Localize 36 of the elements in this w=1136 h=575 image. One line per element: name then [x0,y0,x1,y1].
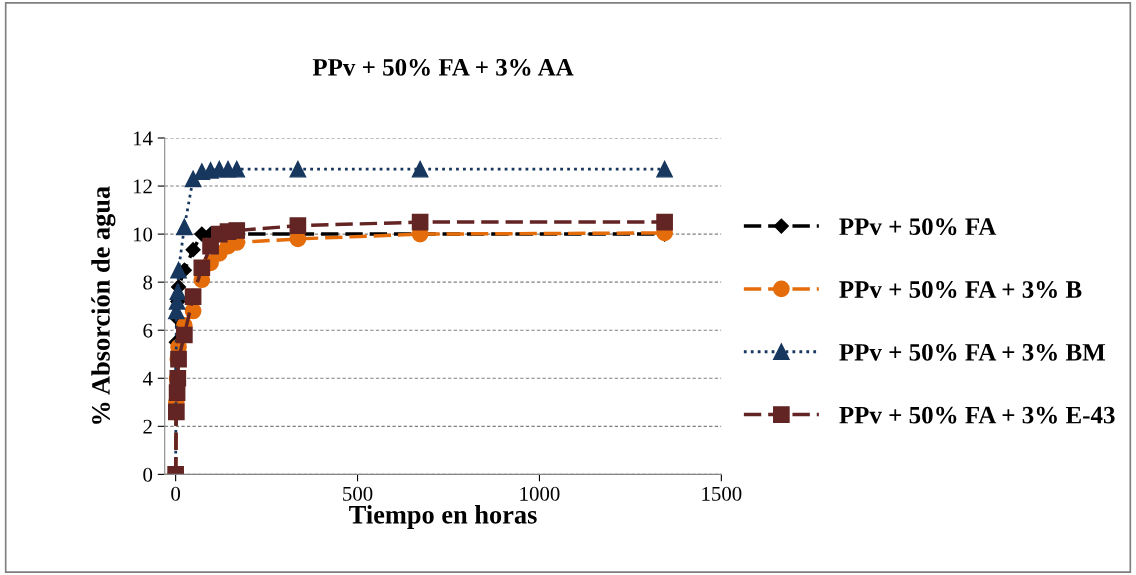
y-tick-label: 4 [142,371,153,386]
point [184,288,202,305]
point [168,403,185,421]
y-tick-label: 8 [143,275,153,290]
point [169,283,187,301]
point [656,160,673,178]
point [289,217,307,235]
y-tick-label: 10 [133,227,153,242]
chart-title: PPv + 50% FA + 3% AA [312,58,574,76]
y-tick-label: 0 [143,467,153,482]
point [228,160,246,178]
point [193,259,211,277]
x-tick-label: 0 [171,486,181,501]
point [228,222,246,239]
point [289,160,307,178]
x-axis-title: Tiempo en horas [349,505,537,530]
point [411,160,429,178]
y-tick-label: 14 [133,131,153,146]
y-tick-label: 6 [143,323,153,338]
point [170,261,187,279]
y-tick-label: 2 [143,419,152,434]
point [411,213,429,231]
point [185,242,201,258]
point [656,213,673,231]
legend-label: PPv + 50% FA + 3% E-43 [839,406,1115,424]
legend-label: PPv + 50% FA [839,218,997,236]
y-axis-title: % Absorción de agua [91,186,116,424]
legend-label: PPv + 50% FA + 3% BM [839,343,1106,361]
y-tick-label: 12 [133,179,152,194]
legend-label: PPv + 50% FA + 3% B [839,281,1082,299]
x-tick-label: 1000 [520,486,560,501]
point [176,218,193,236]
point [184,170,202,188]
x-tick-label: 500 [343,486,373,501]
x-tick-label: 1500 [702,486,742,501]
point [176,326,193,344]
